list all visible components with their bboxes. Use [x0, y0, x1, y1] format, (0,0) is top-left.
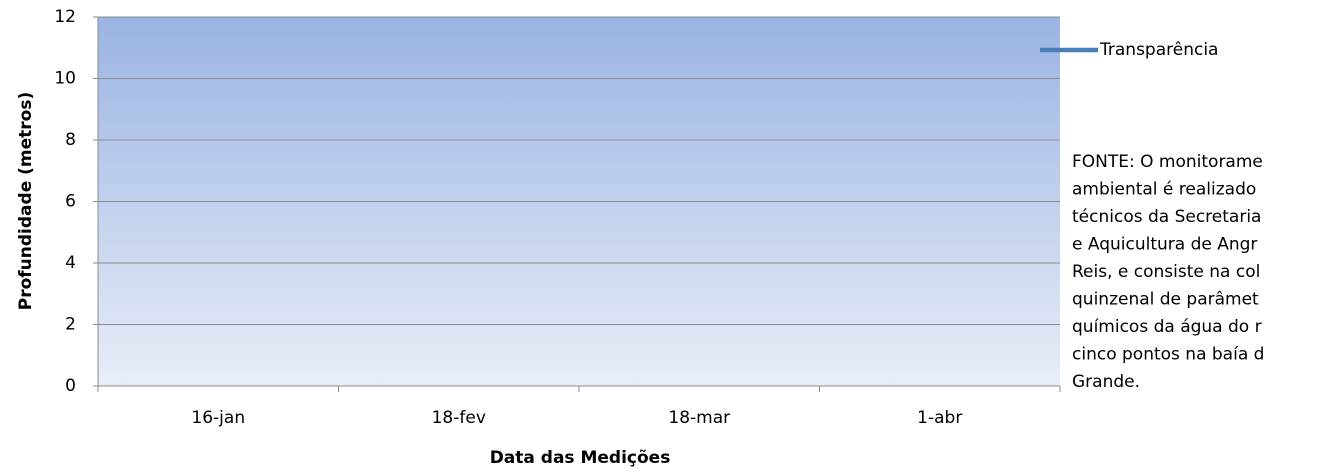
- y-tick-label: 10: [54, 69, 76, 89]
- x-tick-label: 16-jan: [191, 408, 245, 428]
- x-tick-label: 18-mar: [668, 408, 730, 428]
- y-tick-label: 6: [65, 192, 76, 212]
- annotation-line: químicos da água do r: [1072, 317, 1262, 337]
- annotation-line: e Aquicultura de Angr: [1072, 235, 1257, 255]
- annotation-line: Reis, e consiste na col: [1072, 262, 1260, 282]
- y-tick-label: 12: [54, 7, 76, 27]
- annotation-line: quinzenal de parâmet: [1072, 290, 1259, 310]
- annotation-line: técnicos da Secretaria: [1072, 207, 1261, 227]
- x-axis-label: Data das Medições: [490, 448, 671, 468]
- y-tick-label: 0: [65, 376, 76, 396]
- x-tick-label: 1-abr: [917, 408, 962, 428]
- annotation-line: FONTE: O monitorame: [1072, 152, 1263, 172]
- y-tick-label: 8: [65, 130, 76, 150]
- x-tick-label: 18-fev: [432, 408, 486, 428]
- y-axis-label: Profundidade (metros): [16, 92, 36, 310]
- y-tick-label: 2: [65, 315, 76, 335]
- annotation-line: cinco pontos na baía d: [1072, 345, 1264, 365]
- y-tick-label: 4: [65, 253, 76, 273]
- annotation-line: Grande.: [1072, 372, 1140, 392]
- legend-label: Transparência: [1099, 40, 1218, 60]
- annotation-line: ambiental é realizado: [1072, 180, 1256, 200]
